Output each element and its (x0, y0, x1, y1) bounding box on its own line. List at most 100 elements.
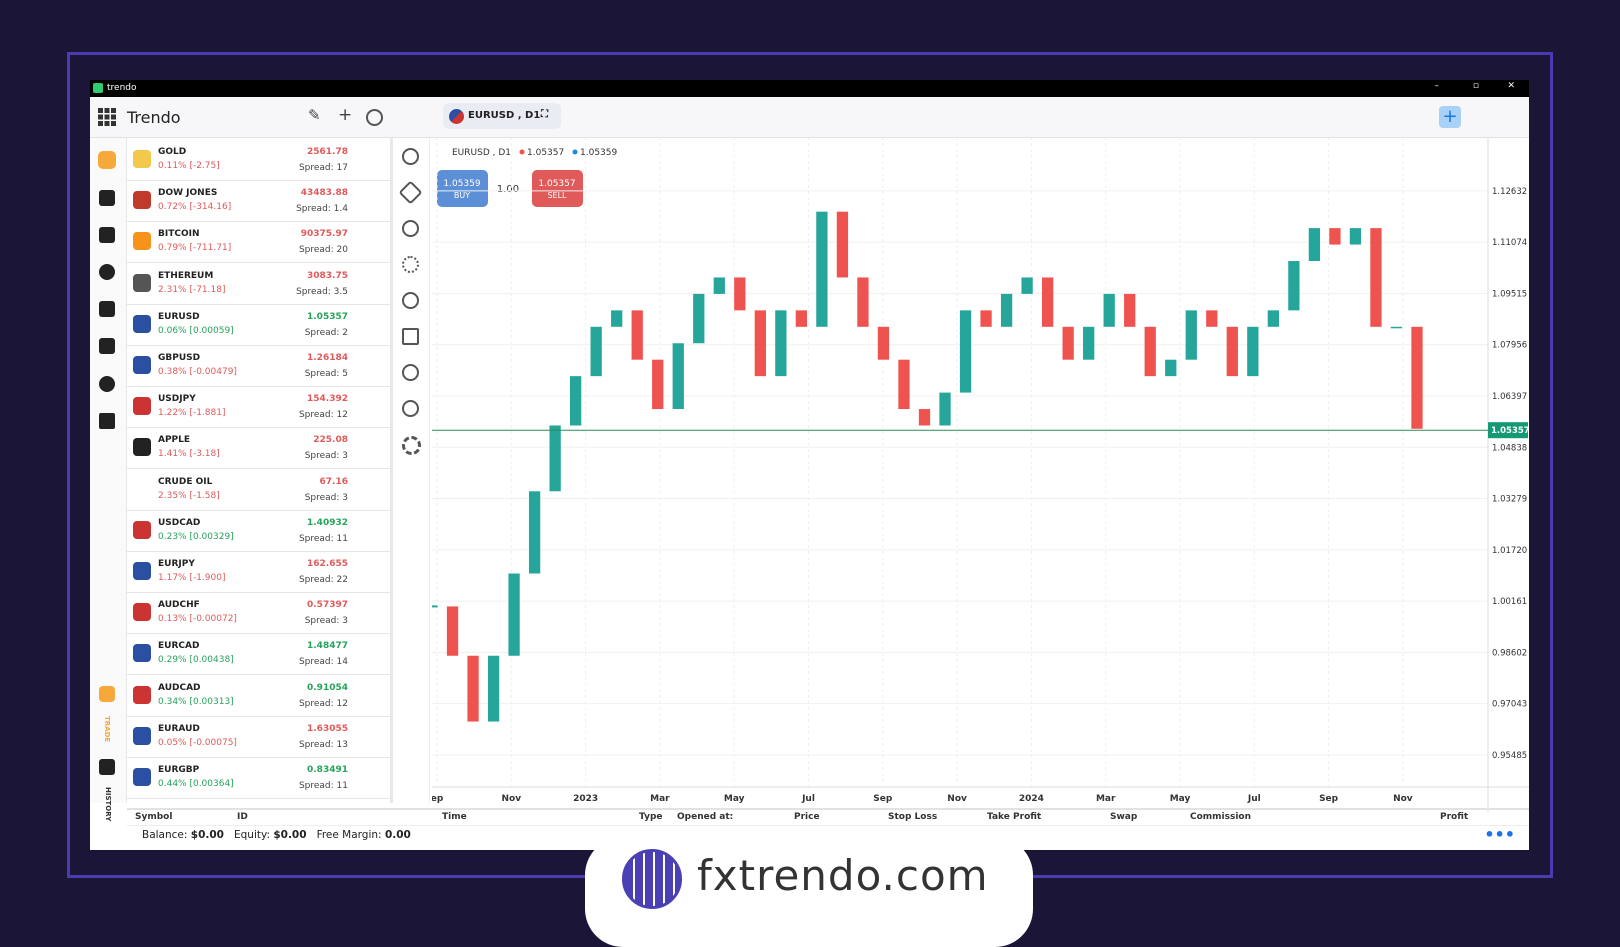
sell-button[interactable] (532, 170, 583, 207)
symbol-price: 1.40932 (307, 517, 348, 528)
trade-icon[interactable] (99, 686, 115, 702)
symbol-row[interactable]: GBPUSD 0.38% [-0.00479] 1.26184 Spread: 5 (127, 344, 390, 387)
candle-body (1103, 293, 1115, 327)
nav-icon[interactable] (99, 413, 115, 429)
column-header: Price (794, 812, 820, 822)
sell-label[interactable]: SELL (547, 191, 567, 200)
symbol-row[interactable]: ETHEREUM 2.31% [-71.18] 3083.75 Spread: 3.5 (127, 262, 390, 305)
tool[interactable] (402, 220, 419, 237)
candle-body (1247, 326, 1259, 377)
symbol-row[interactable]: USDCAD 0.23% [0.00329] 1.40932 Spread: 11 (127, 509, 390, 552)
symbol-name: EURGBP (158, 765, 200, 775)
chat-button[interactable] (366, 109, 383, 126)
symbol-name: GOLD (158, 147, 187, 157)
symbol-spread: Spread: 2 (304, 327, 348, 338)
symbol-list: GOLD 0.11% [-2.75] 2561.78 Spread: 17 DOW JO… (127, 138, 393, 803)
positions-header: Symbol ID Time Type Opened at: Price Stop Loss… (127, 808, 1529, 826)
symbol-icon (133, 768, 151, 786)
margin: 0.00 (384, 829, 411, 841)
edit-button[interactable]: ✎ (308, 106, 321, 124)
symbol-row[interactable]: EURAUD 0.05% [-0.00075] 1.63055 Spread: 13 (127, 715, 390, 758)
symbol-row[interactable]: DOW JONES 0.72% [-314.16] 43483.88 Spread: … (127, 179, 390, 223)
symbol-row[interactable]: GOLD 0.11% [-2.75] 2561.78 Spread: 17 (127, 138, 390, 181)
lot-size[interactable]: 1.00 (497, 184, 519, 195)
window: trendo – ▫ ✕ Trendo ✎ + EURUSD , D1 ⛶ + … (90, 80, 1529, 850)
symbol-name: BITCOIN (158, 229, 200, 240)
candle-body (918, 409, 931, 426)
globe-icon (622, 849, 682, 909)
symbol-row[interactable]: CRUDE OIL 2.35% [-1.58] 67.16 Spread: 3 (127, 468, 390, 511)
time-label: May (1170, 794, 1191, 804)
buy-price[interactable]: 1.05359 (443, 179, 480, 189)
candle-body (1329, 228, 1341, 245)
tool[interactable] (402, 148, 419, 165)
symbol-row[interactable]: AUDCAD 0.34% [0.00313] 0.91054 Spread: 12 (127, 674, 390, 717)
tool[interactable] (402, 400, 419, 417)
nav-icon[interactable] (99, 264, 115, 280)
candle-body (467, 655, 479, 722)
more-button[interactable]: ••• (1484, 825, 1515, 844)
candle-body (1370, 228, 1382, 327)
margin-label: Free Margin: (316, 829, 382, 841)
symbol-icon (133, 603, 151, 622)
tool[interactable] (398, 180, 423, 205)
symbol-row[interactable]: BITCOIN 0.79% [-711.71] 90375.97 Spread: 20 (127, 220, 390, 264)
symbol-row[interactable]: APPLE 1.41% [-3.18] 225.08 Spread: 3 (127, 426, 390, 470)
tool[interactable] (402, 436, 421, 455)
history-icon[interactable] (99, 759, 115, 775)
account-bar: Balance: $0.00 Equity: $0.00 Free Margin… (142, 829, 411, 841)
bid: 1.05357 (527, 148, 564, 158)
menu-grid[interactable] (98, 108, 116, 126)
nav-icon[interactable] (99, 301, 115, 317)
tool[interactable] (402, 364, 419, 381)
nav-icon[interactable] (98, 151, 116, 169)
symbol-row[interactable]: EURGBP 0.44% [0.00364] 0.83491 Spread: 11 (127, 756, 390, 799)
sell-price[interactable]: 1.05357 (538, 179, 575, 189)
symbol-spread: Spread: 1.4 (296, 204, 348, 215)
symbol-row[interactable]: EURUSD 0.06% [0.00059] 1.05357 Spread: 2 (127, 303, 390, 346)
candle-body (570, 376, 582, 426)
nav-icon[interactable] (99, 338, 115, 354)
price-tick-label: 1.06397 (1492, 392, 1527, 402)
symbol-change: 2.35% [-1.58] (158, 490, 220, 501)
symbol-row[interactable]: EURCAD 0.29% [0.00438] 1.48477 Spread: 14 (127, 632, 390, 676)
candle-body (693, 293, 705, 344)
symbol-name: DOW JONES (158, 188, 218, 199)
candle-body (672, 343, 684, 410)
buy-label[interactable]: BUY (454, 191, 470, 200)
symbol-icon (133, 438, 151, 457)
add-button[interactable]: + (338, 105, 353, 125)
tool[interactable] (402, 292, 419, 309)
candle-body (1124, 293, 1136, 327)
tool[interactable] (402, 256, 419, 273)
symbol-icon (133, 520, 151, 539)
symbol-change: 0.72% [-314.16] (158, 202, 232, 213)
candle-body (1021, 277, 1033, 294)
close[interactable]: ✕ (1507, 81, 1515, 91)
chart-tab[interactable]: EURUSD , D1 ⛶ (443, 103, 561, 129)
nav-icon[interactable] (99, 190, 115, 206)
symbol-row[interactable]: EURJPY 1.17% [-1.900] 162.655 Spread: 22 (127, 550, 390, 593)
footer-domain: fxtrendo.com (697, 851, 989, 900)
fullscreen[interactable]: ⛶ (541, 109, 548, 120)
buy-button[interactable] (437, 170, 488, 207)
trade-label[interactable]: TRADE (103, 716, 111, 743)
candle-body (652, 359, 664, 410)
minimize[interactable]: – (1434, 81, 1440, 91)
candle-body (1267, 310, 1279, 327)
nav-icon[interactable] (99, 227, 115, 243)
restore[interactable]: ▫ (1472, 81, 1479, 91)
candle-body (1390, 326, 1403, 329)
symbol-row[interactable]: USDJPY 1.22% [-1.881] 154.392 Spread: 12 (127, 385, 390, 429)
new-button[interactable]: + (1439, 106, 1461, 128)
chart-tools (393, 138, 430, 803)
symbol-icon (133, 273, 151, 292)
history-label[interactable]: HISTORY (104, 787, 112, 822)
app-name: Trendo (127, 108, 181, 127)
tool[interactable] (402, 328, 419, 345)
candle-body (898, 359, 910, 410)
price-tick-label: 1.03279 (1492, 495, 1527, 505)
nav-icon[interactable] (99, 376, 115, 392)
symbol-spread: Spread: 14 (298, 657, 348, 668)
symbol-row[interactable]: AUDCHF 0.13% [-0.00072] 0.57397 Spread: 3 (127, 591, 390, 635)
